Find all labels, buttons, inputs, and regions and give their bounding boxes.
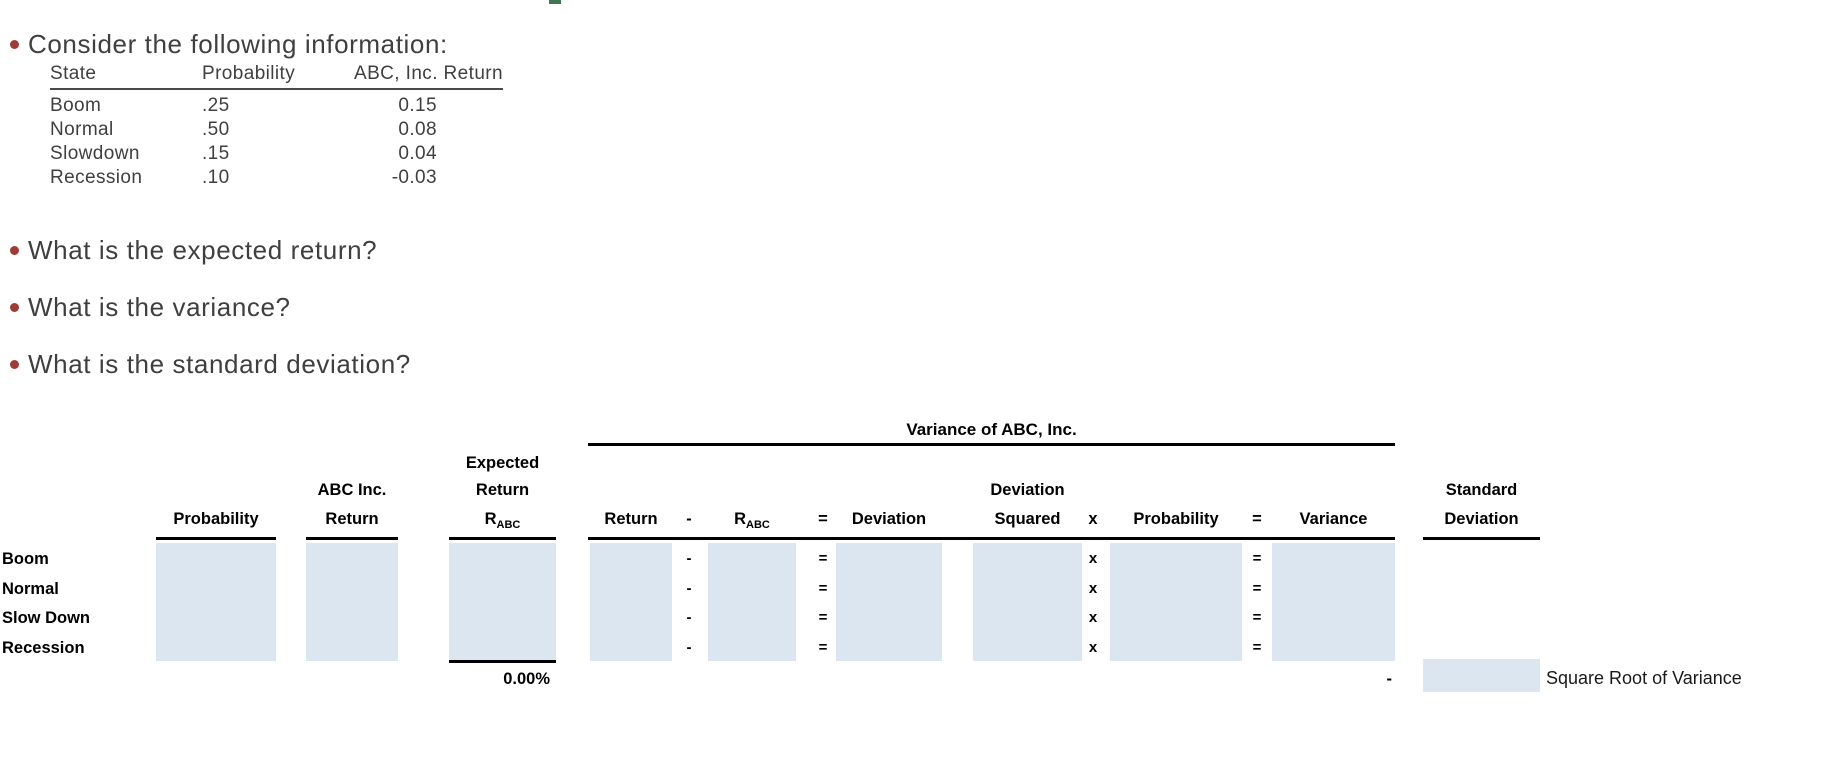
- table-row: Slowdown .15 0.04: [50, 142, 503, 166]
- header-equals-op: =: [1252, 510, 1262, 528]
- op-equals2-row-4: =: [1252, 639, 1262, 656]
- input-cells-var-probability[interactable]: [1110, 543, 1242, 661]
- row-return: 0.15: [398, 95, 437, 116]
- bullet-expected-return-text: What is the expected return?: [28, 235, 378, 265]
- input-cells-expected-return[interactable]: [449, 543, 556, 661]
- input-cell-standard-deviation[interactable]: [1423, 659, 1540, 692]
- underline-variance-group: [588, 537, 1395, 540]
- bullet-variance-text: What is the variance?: [28, 292, 291, 322]
- col-header-r-abc: RABC: [449, 506, 556, 538]
- col-header-var-probability: Probability: [1133, 510, 1219, 528]
- op-equals-row-2: =: [818, 580, 828, 597]
- bullet-intro-text: Consider the following information:: [28, 29, 448, 59]
- row-label-slow-down: Slow Down: [2, 609, 90, 627]
- input-cells-var-return[interactable]: [590, 543, 672, 661]
- row-return: -0.03: [391, 167, 437, 188]
- op-minus-row-1: -: [686, 550, 692, 567]
- input-cells-variance[interactable]: [1272, 543, 1395, 661]
- header-probability: Probability: [202, 63, 296, 84]
- op-equals-row-3: =: [818, 609, 828, 626]
- table-row: Boom .25 0.15: [50, 94, 503, 118]
- op-equals2-row-2: =: [1252, 580, 1262, 597]
- row-probability: .50: [202, 119, 230, 140]
- row-probability: .10: [202, 167, 230, 188]
- underline-standard-deviation: [1423, 537, 1540, 540]
- op-equals2-row-3: =: [1252, 609, 1262, 626]
- col-header-squared: Squared: [994, 510, 1061, 528]
- group-title: Variance of ABC, Inc.: [906, 420, 1077, 439]
- r-base: R: [734, 510, 747, 528]
- col-header-sd-deviation: Deviation: [1444, 510, 1519, 528]
- input-cells-probability[interactable]: [156, 543, 276, 661]
- bullet-std-dev: What is the standard deviation?: [10, 347, 411, 381]
- total-rule-expected-return: [449, 660, 556, 663]
- green-crop-mark: [549, 0, 561, 4]
- table-row: Recession .10 -0.03: [50, 166, 503, 190]
- bullet-icon: [10, 360, 19, 369]
- bullet-variance: What is the variance?: [10, 290, 291, 324]
- table-row: Normal .50 0.08: [50, 118, 503, 142]
- col-header-probability: Probability: [173, 510, 259, 528]
- row-label-recession: Recession: [2, 639, 85, 657]
- info-table: State Probability ABC, Inc. Return Boom …: [50, 60, 503, 190]
- col-header-var-r-abc: RABC: [708, 506, 796, 538]
- r-subscript: ABC: [746, 519, 770, 531]
- op-minus-row-3: -: [686, 609, 692, 626]
- expected-return-total: 0.00%: [503, 670, 550, 688]
- row-state: Boom: [50, 95, 102, 116]
- op-minus-row-2: -: [686, 580, 692, 597]
- square-root-note: Square Root of Variance: [1546, 668, 1742, 688]
- row-state: Normal: [50, 119, 114, 140]
- op-equals2-row-1: =: [1252, 550, 1262, 567]
- op-times-row-4: x: [1088, 639, 1098, 656]
- op-equals-row-4: =: [818, 639, 828, 656]
- underline-expected-return: [449, 537, 556, 540]
- col-header-abc-inc: ABC Inc.: [317, 481, 387, 499]
- row-label-normal: Normal: [2, 580, 59, 598]
- bullet-icon: [10, 40, 19, 49]
- header-minus-op: -: [686, 510, 692, 528]
- col-header-expected-return: Return: [475, 481, 530, 499]
- op-times-row-3: x: [1088, 609, 1098, 626]
- col-header-var-return: Return: [604, 510, 658, 528]
- op-minus-row-4: -: [686, 639, 692, 656]
- row-probability: .25: [202, 95, 230, 116]
- info-table-header: State Probability ABC, Inc. Return: [50, 60, 503, 90]
- header-state: State: [50, 63, 97, 84]
- input-cells-deviation-squared[interactable]: [973, 543, 1082, 661]
- underline-probability: [156, 537, 276, 540]
- row-return: 0.04: [398, 143, 437, 164]
- header-times-op: x: [1088, 510, 1098, 528]
- r-subscript: ABC: [496, 519, 521, 531]
- underline-abc-return: [306, 537, 398, 540]
- header-equals-op: =: [818, 510, 828, 528]
- op-times-row-1: x: [1088, 550, 1098, 567]
- group-top-rule: [588, 443, 1395, 446]
- col-header-deviation-upper: Deviation: [990, 481, 1065, 499]
- col-header-standard: Standard: [1445, 481, 1518, 499]
- row-probability: .15: [202, 143, 230, 164]
- col-header-deviation: Deviation: [851, 510, 927, 528]
- op-times-row-2: x: [1088, 580, 1098, 597]
- bullet-icon: [10, 246, 19, 255]
- header-abc-return: ABC, Inc. Return: [354, 63, 503, 84]
- row-state: Recession: [50, 167, 143, 188]
- bullet-icon: [10, 303, 19, 312]
- input-cells-abc-return[interactable]: [306, 543, 398, 661]
- bullet-std-dev-text: What is the standard deviation?: [28, 349, 411, 379]
- input-cells-var-r-abc[interactable]: [708, 543, 796, 661]
- row-return: 0.08: [398, 119, 437, 140]
- bullet-expected-return: What is the expected return?: [10, 233, 377, 267]
- col-header-abc-return: Return: [325, 510, 379, 528]
- row-label-boom: Boom: [2, 550, 49, 568]
- row-state: Slowdown: [50, 143, 140, 164]
- input-cells-deviation[interactable]: [836, 543, 942, 661]
- r-base: R: [484, 510, 497, 528]
- col-header-variance: Variance: [1299, 510, 1368, 528]
- sd-minus: -: [1386, 670, 1393, 688]
- bullet-intro: Consider the following information:: [10, 27, 448, 61]
- op-equals-row-1: =: [818, 550, 828, 567]
- col-header-expected: Expected: [465, 454, 540, 472]
